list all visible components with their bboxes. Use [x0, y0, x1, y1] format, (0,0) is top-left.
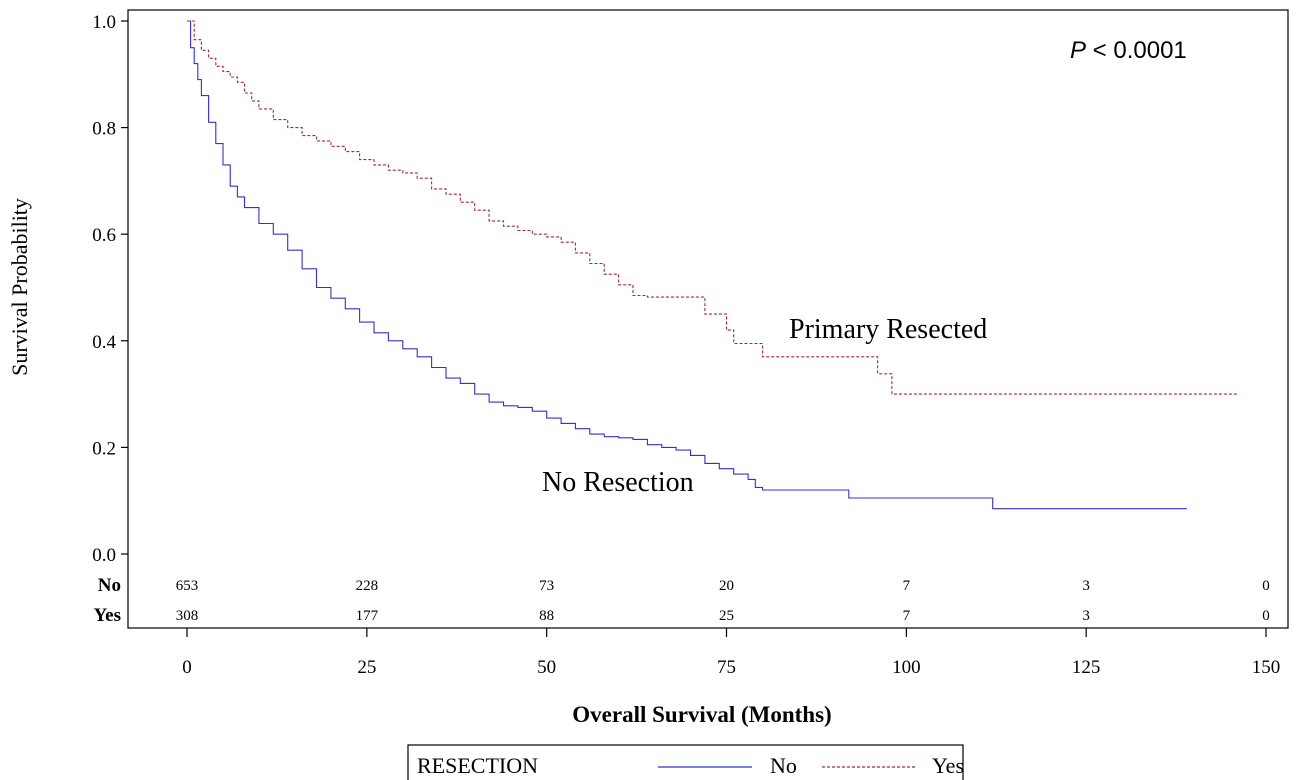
series-line-no	[187, 20, 1187, 510]
risk-value-no-0: 653	[176, 578, 199, 594]
plot-frame	[127, 9, 1289, 629]
x-axis-title: Overall Survival (Months)	[572, 702, 831, 727]
x-tick-label-6: 150	[1252, 657, 1281, 678]
y-tick-label-0: 0.0	[92, 545, 116, 566]
risk-row-label-yes: Yes	[94, 605, 121, 626]
x-tick-label-2: 50	[537, 657, 556, 678]
p-value-prefix: P	[1070, 37, 1086, 64]
x-tick-label-0: 0	[182, 657, 192, 678]
risk-value-yes-1: 177	[356, 608, 379, 624]
y-tick-label-5: 1.0	[92, 12, 116, 33]
risk-value-no-4: 7	[903, 578, 911, 594]
y-tick-label-4: 0.8	[92, 119, 116, 140]
risk-value-yes-6: 0	[1262, 608, 1270, 624]
risk-value-no-2: 73	[539, 578, 554, 594]
p-value: P < 0.0001	[1070, 37, 1187, 64]
risk-row-label-no: No	[98, 575, 121, 596]
risk-value-yes-5: 3	[1082, 608, 1090, 624]
legend-label-yes: Yes	[932, 753, 964, 778]
risk-value-no-6: 0	[1262, 578, 1270, 594]
annotation-no-resection: No Resection	[542, 467, 694, 498]
x-axis: 0 25 50 75 100 125 150	[182, 628, 1280, 678]
x-tick-label-4: 100	[892, 657, 921, 678]
plot-area	[127, 9, 1289, 629]
risk-value-yes-4: 7	[903, 608, 911, 624]
legend: RESECTION No Yes	[407, 744, 964, 780]
x-tick-label-5: 125	[1072, 657, 1101, 678]
legend-title: RESECTION	[417, 753, 538, 778]
y-axis-title: Survival Probability	[7, 198, 32, 376]
legend-label-no: No	[770, 753, 797, 778]
risk-value-yes-2: 88	[539, 608, 554, 624]
p-value-text: < 0.0001	[1086, 37, 1187, 64]
series-line-yes	[187, 20, 1238, 395]
series-layer	[187, 20, 1238, 510]
annotation-primary-resected: Primary Resected	[789, 314, 987, 345]
risk-value-no-1: 228	[356, 578, 379, 594]
legend-box	[407, 744, 964, 780]
y-tick-label-2: 0.4	[92, 332, 116, 353]
y-tick-label-1: 0.2	[92, 438, 116, 459]
y-tick-label-3: 0.6	[92, 225, 116, 246]
x-tick-label-1: 25	[357, 657, 376, 678]
y-axis: 0.0 0.2 0.4 0.6 0.8 1.0	[92, 12, 128, 566]
x-tick-label-3: 75	[717, 657, 736, 678]
risk-value-yes-0: 308	[176, 608, 199, 624]
risk-value-no-3: 20	[719, 578, 734, 594]
risk-value-no-5: 3	[1082, 578, 1090, 594]
risk-value-yes-3: 25	[719, 608, 734, 624]
